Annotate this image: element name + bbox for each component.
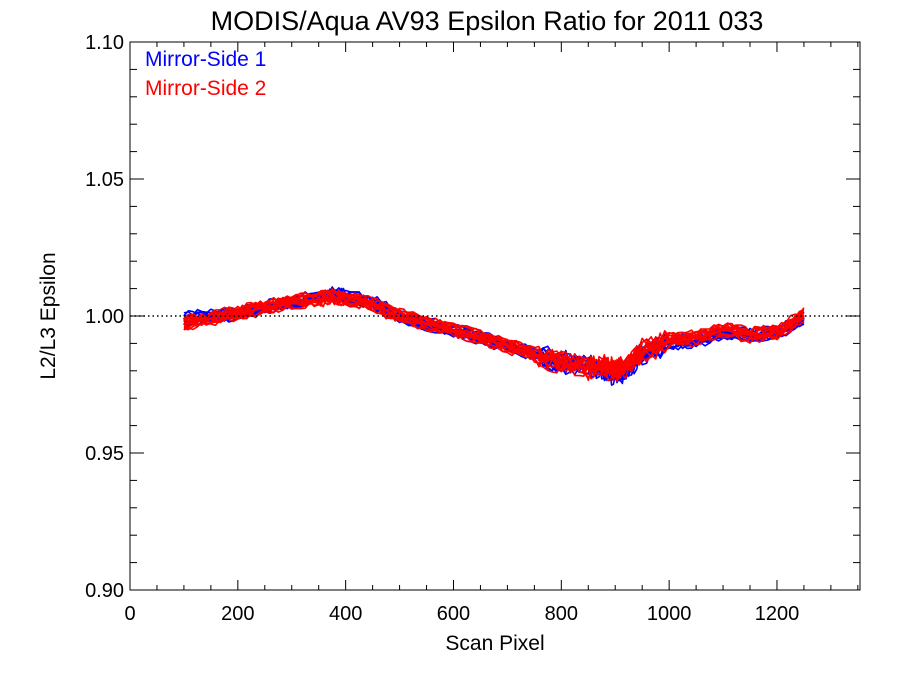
legend-entry-mirror-side-1: Mirror-Side 1 (145, 48, 266, 71)
series-2-point (587, 367, 590, 369)
series-2-point (803, 315, 805, 317)
series-2-point (317, 298, 320, 301)
series-2-point (506, 345, 509, 347)
y-tick-label: 1.10 (85, 32, 124, 54)
series-2-point (237, 312, 239, 315)
series-2-point (625, 367, 627, 369)
legend-entry-mirror-side-2: Mirror-Side 2 (145, 77, 266, 100)
series-2-point (290, 301, 293, 304)
x-tick-label: 600 (437, 603, 470, 625)
series-2-trace (183, 297, 805, 383)
x-tick-label: 400 (329, 603, 362, 625)
y-tick-label: 1.00 (85, 306, 124, 328)
series-2-trace (183, 289, 804, 373)
x-axis: 0 200 400 600 800 1000 1200 (124, 42, 859, 625)
series-2-point (603, 367, 606, 369)
series-2-point (695, 337, 697, 339)
chart-title: MODIS/Aqua AV93 Epsilon Ratio for 2011 0… (211, 6, 764, 36)
x-tick-label: 0 (124, 603, 135, 625)
series-2-point (452, 328, 455, 331)
legend: Mirror-Side 1 Mirror-Side 2 (145, 48, 266, 100)
series-2-point (641, 350, 643, 353)
series-2-point (668, 339, 670, 342)
x-tick-label: 1000 (647, 603, 692, 625)
y-tick-label: 0.90 (85, 580, 124, 602)
x-axis-label: Scan Pixel (445, 632, 544, 655)
series-2-point (722, 328, 724, 331)
series-2-point (776, 331, 778, 334)
series-2 (183, 287, 805, 383)
series-2-point (183, 323, 185, 326)
y-axis: 0.90 0.95 1.00 1.05 1.10 (85, 32, 860, 602)
series-layer (183, 286, 805, 387)
series-2-point (210, 317, 212, 320)
series-2-point (560, 361, 563, 364)
series-2-point (614, 370, 617, 372)
y-tick-label: 1.05 (85, 169, 124, 191)
series-2-point (398, 315, 401, 317)
x-tick-label: 200 (221, 603, 254, 625)
x-tick-label: 1200 (755, 603, 800, 625)
series-2-point (479, 337, 482, 339)
series-2-trace (183, 297, 805, 381)
y-axis-label: L2/L3 Epsilon (37, 252, 60, 379)
y-tick-label: 0.95 (85, 443, 124, 465)
series-2-point (425, 323, 428, 326)
series-2-point (371, 304, 374, 306)
series-2-point (344, 298, 347, 301)
series-2-point (263, 306, 266, 309)
series-2-point (533, 353, 536, 356)
x-tick-label: 800 (545, 603, 578, 625)
series-2-point (749, 334, 751, 336)
plot-area (130, 286, 860, 387)
series-2-point (331, 296, 333, 298)
